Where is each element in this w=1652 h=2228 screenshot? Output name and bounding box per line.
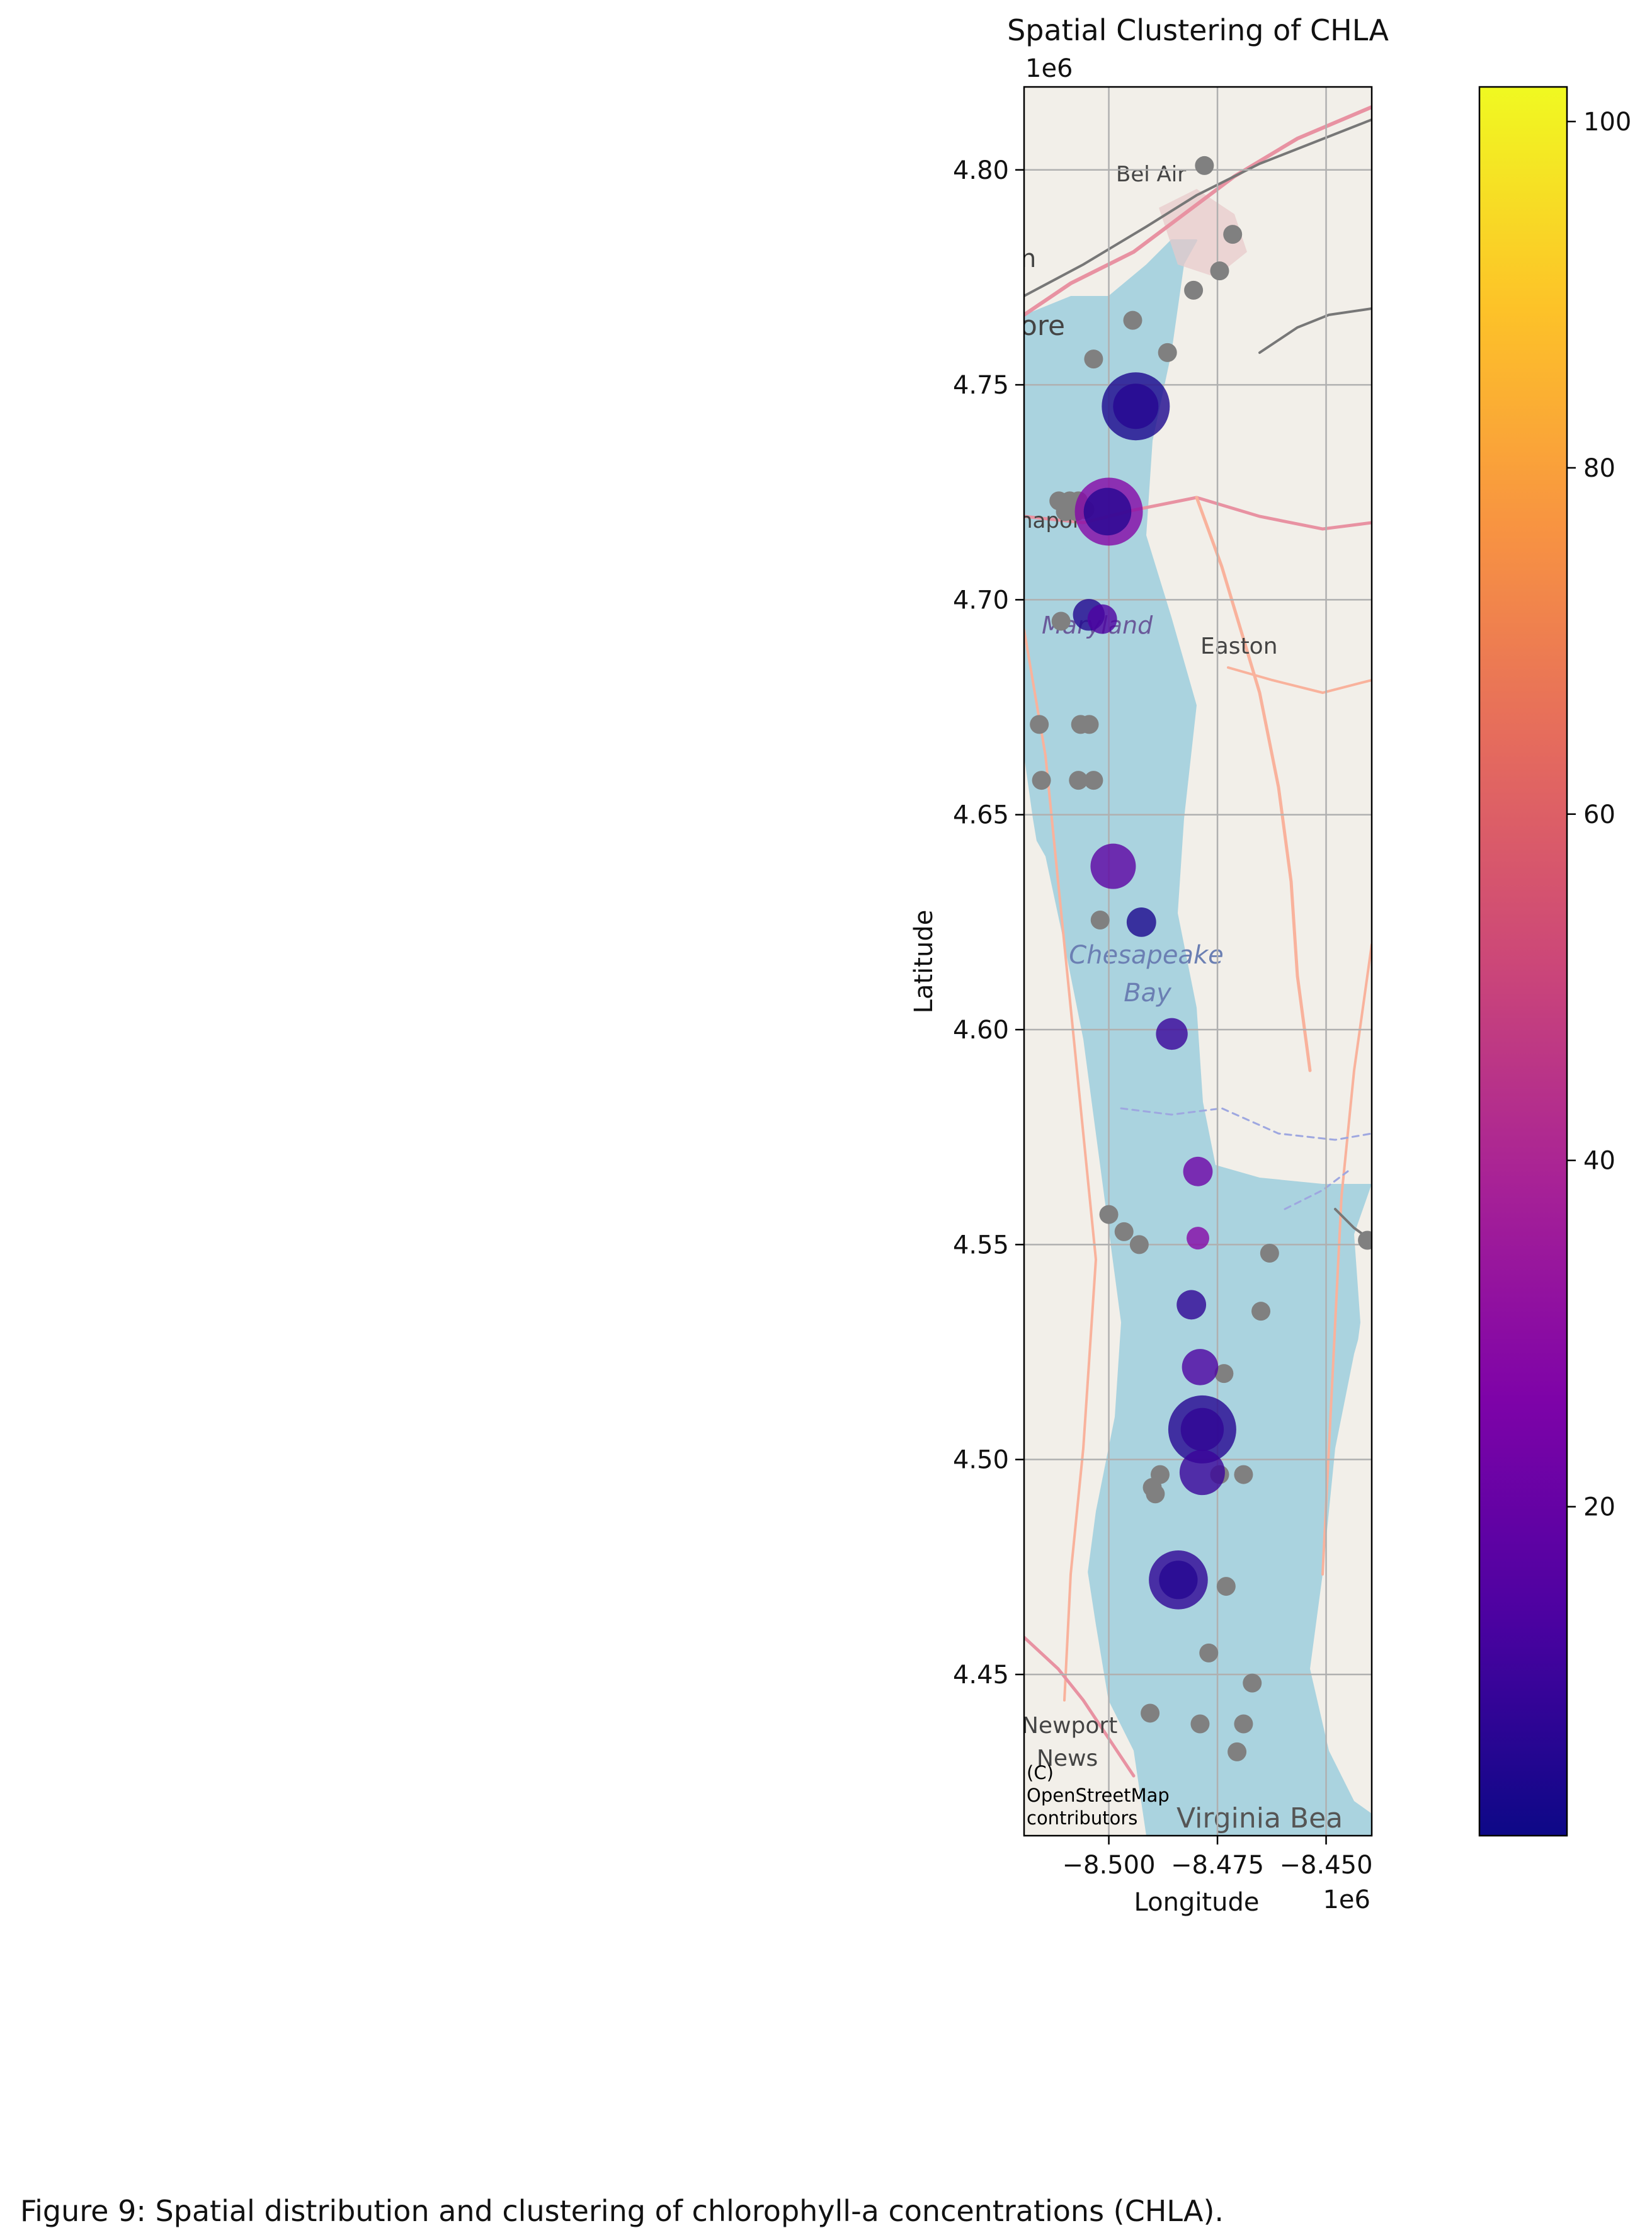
axes-frame <box>1023 86 1373 1837</box>
cluster-point <box>1090 843 1136 889</box>
noise-point <box>1260 1244 1279 1263</box>
noise-point <box>1129 1235 1149 1254</box>
cluster-point <box>1182 1349 1219 1385</box>
cluster-point <box>1187 1227 1209 1250</box>
noise-point <box>1114 1222 1134 1241</box>
noise-point <box>1084 350 1103 369</box>
cluster-point <box>1083 487 1132 536</box>
y-tick-label: 4.75 <box>953 371 1009 400</box>
colorbar-tick-label: 40 <box>1583 1147 1615 1176</box>
noise-point <box>1032 771 1051 790</box>
figure-caption: Figure 9: Spatial distribution and clust… <box>20 2194 1224 2228</box>
y-tick-label: 4.55 <box>953 1231 1009 1259</box>
x-tick-label: −8.500 <box>1062 1851 1156 1880</box>
noise-point <box>1079 715 1099 734</box>
noise-point <box>1084 771 1103 790</box>
y-tick-label: 4.80 <box>953 156 1009 185</box>
noise-point <box>1051 611 1071 631</box>
chart-title: Spatial Clustering of CHLA <box>1007 13 1389 47</box>
label-news: News <box>1037 1746 1098 1771</box>
cluster-point <box>1176 1290 1207 1320</box>
colorbar: 20 40 60 80 100 <box>1478 86 1631 1837</box>
noise-point <box>1123 310 1142 330</box>
label-ore: ore <box>1020 310 1065 342</box>
x-offset-text: 1e6 <box>1323 1885 1370 1914</box>
y-tick-label: 4.45 <box>953 1661 1009 1690</box>
cluster-points <box>1073 372 1236 1610</box>
cluster-point <box>1183 1156 1213 1186</box>
noise-point <box>1234 1714 1253 1734</box>
roads <box>1024 105 1372 1778</box>
noise-point <box>1216 1577 1236 1596</box>
colorbar-tick-label: 100 <box>1583 108 1631 137</box>
noise-point <box>1358 1231 1372 1250</box>
colorbar-tick-label: 80 <box>1583 454 1615 483</box>
noise-point <box>1214 1364 1234 1384</box>
cluster-point <box>1087 604 1117 634</box>
x-tick-label: −8.450 <box>1280 1851 1373 1880</box>
noise-point <box>1234 1465 1253 1484</box>
y-offset-text: 1e6 <box>1025 54 1073 83</box>
label-bel-air: Bel Air <box>1116 162 1186 187</box>
land-southeast <box>1323 1184 1372 1801</box>
label-n: n <box>1020 244 1036 273</box>
y-tick-label: 4.60 <box>953 1016 1009 1045</box>
land-west <box>1024 819 1121 1751</box>
label-bay: Bay <box>1124 979 1172 1008</box>
x-axis-ticks: −8.500 −8.475 −8.450 <box>1062 1836 1373 1880</box>
noise-point <box>1099 1205 1119 1224</box>
label-virginia-beach: Virginia Bea <box>1176 1802 1343 1834</box>
cluster-point <box>1179 1450 1225 1496</box>
map-axes: Bel Air ore n napol Maryland Easton Ches… <box>909 54 1373 1917</box>
noise-point <box>1190 1714 1210 1734</box>
noise-point <box>1184 280 1204 300</box>
noise-point <box>1030 715 1049 734</box>
cluster-point <box>1156 1018 1188 1050</box>
noise-point <box>1069 771 1088 790</box>
noise-point <box>1199 1643 1219 1662</box>
cluster-point <box>1126 907 1156 937</box>
noise-point <box>1210 261 1229 281</box>
colorbar-tick-label: 60 <box>1583 800 1615 829</box>
noise-point <box>1090 910 1110 929</box>
cluster-point <box>1113 384 1159 429</box>
noise-point <box>1251 1302 1271 1321</box>
gridlines <box>1024 87 1372 1836</box>
cluster-point <box>1180 1407 1224 1452</box>
colorbar-ticks: 20 40 60 80 100 <box>1567 108 1631 1522</box>
noise-point <box>1243 1673 1262 1693</box>
colorbar-frame <box>1478 86 1568 1837</box>
y-tick-label: 4.50 <box>953 1446 1009 1475</box>
osm-attribution: (C) OpenStreetMap contributors <box>1027 1762 1175 1829</box>
y-tick-label: 4.70 <box>953 586 1009 615</box>
noise-point <box>1195 156 1214 175</box>
y-axis-ticks: 4.45 4.50 4.55 4.60 4.65 4.70 4.75 4.80 <box>953 156 1024 1690</box>
noise-point <box>1141 1703 1160 1723</box>
noise-point <box>1223 225 1243 244</box>
noise-point <box>1146 1484 1165 1504</box>
label-chesapeake: Chesapeake <box>1069 941 1224 970</box>
colorbar-gradient <box>1479 87 1567 1836</box>
x-axis-label: Longitude <box>1134 1888 1260 1917</box>
y-tick-label: 4.65 <box>953 801 1009 830</box>
land-east <box>1171 403 1372 1178</box>
label-newport: Newport <box>1022 1713 1117 1739</box>
y-axis-label: Latitude <box>909 910 938 1014</box>
urban-shade <box>1159 189 1247 277</box>
noise-point <box>1228 1742 1247 1761</box>
cluster-point <box>1159 1560 1198 1600</box>
x-tick-label: −8.475 <box>1171 1851 1264 1880</box>
noise-point <box>1158 343 1177 362</box>
colorbar-tick-label: 20 <box>1583 1493 1615 1522</box>
label-easton: Easton <box>1200 634 1278 659</box>
basemap-labels: Bel Air ore n napol Maryland Easton Ches… <box>1020 162 1343 1834</box>
